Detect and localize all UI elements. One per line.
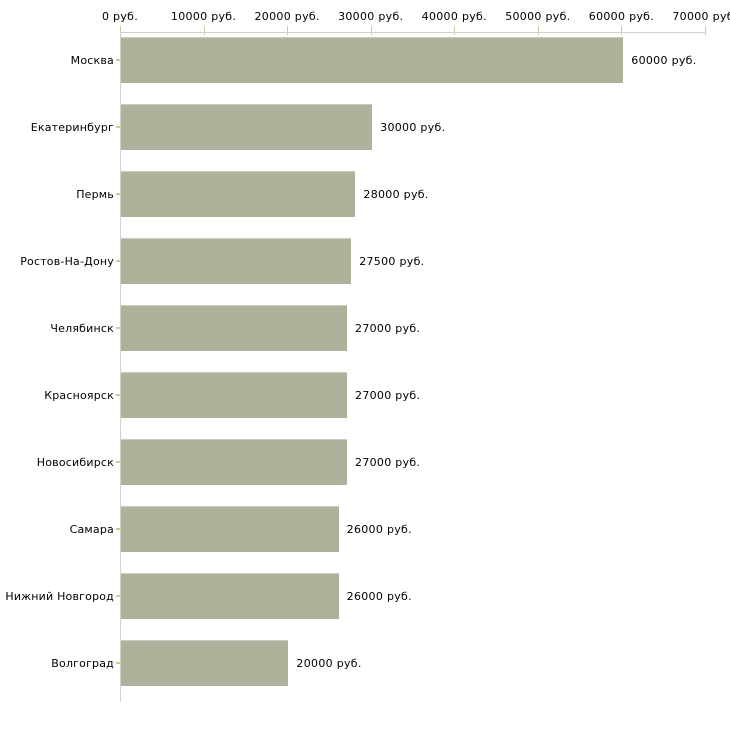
bar: [121, 37, 624, 83]
x-axis-label: 70000 руб.: [672, 10, 730, 23]
y-label-cell: Пермь: [0, 171, 121, 217]
bar: [121, 506, 339, 552]
bar-value-label: 27000 руб.: [355, 388, 421, 402]
y-tick: [116, 662, 121, 664]
y-axis-label: Москва: [70, 53, 114, 67]
x-axis-label: 50000 руб.: [505, 10, 571, 23]
y-axis-label: Новосибирск: [36, 455, 114, 469]
y-axis-label: Самара: [69, 522, 114, 536]
bar: [121, 238, 352, 284]
bar: [121, 372, 348, 418]
x-tick: [287, 26, 289, 35]
y-axis-label: Пермь: [76, 187, 114, 201]
x-tick: [705, 26, 706, 35]
y-label-cell: Новосибирск: [0, 439, 121, 485]
y-axis-label: Челябинск: [50, 321, 114, 335]
bar-track: 30000 руб.: [121, 104, 707, 150]
bar: [121, 439, 348, 485]
bar-row: Красноярск 27000 руб.: [0, 367, 730, 434]
x-axis-label: 0 руб.: [101, 10, 139, 23]
bar-value-label: 28000 руб.: [363, 187, 429, 201]
bar-value-label: 27500 руб.: [359, 254, 425, 268]
bar-row: Новосибирск 27000 руб.: [0, 434, 730, 501]
y-tick: [116, 394, 121, 396]
bar-value-label: 20000 руб.: [296, 656, 362, 670]
x-axis: 0 руб. 10000 руб. 20000 руб. 30000 руб. 4000…: [0, 0, 730, 36]
x-tick: [454, 26, 456, 35]
plot-area: Москва 60000 руб. Екатеринбург 30000 руб…: [0, 32, 730, 702]
y-label-cell: Челябинск: [0, 305, 121, 351]
x-tick: [621, 26, 623, 35]
y-axis-label: Екатеринбург: [30, 120, 114, 134]
bar-track: 27000 руб.: [121, 305, 707, 351]
bar-track: 60000 руб.: [121, 37, 707, 83]
bar-row: Екатеринбург 30000 руб.: [0, 99, 730, 166]
y-axis-label: Нижний Новгород: [5, 589, 114, 603]
x-tick: [370, 26, 372, 35]
axis-line-x: [120, 32, 706, 33]
bar-value-label: 26000 руб.: [346, 589, 412, 603]
bar-value-label: 60000 руб.: [631, 53, 697, 67]
y-label-cell: Екатеринбург: [0, 104, 121, 150]
bar-row: Москва 60000 руб.: [0, 32, 730, 99]
x-tick: [537, 26, 539, 35]
x-axis-label: 30000 руб.: [338, 10, 404, 23]
y-label-cell: Ростов-На-Дону: [0, 238, 121, 284]
y-tick: [116, 595, 121, 597]
x-axis-label: 60000 руб.: [588, 10, 655, 23]
y-tick: [116, 126, 121, 128]
bar-track: 28000 руб.: [121, 171, 707, 217]
y-label-cell: Волгоград: [0, 640, 121, 686]
bar: [121, 573, 339, 619]
y-axis-label: Ростов-На-Дону: [20, 254, 114, 268]
bar-track: 27000 руб.: [121, 439, 707, 485]
y-tick: [116, 260, 121, 262]
bar-value-label: 27000 руб.: [355, 455, 421, 469]
bar-track: 27000 руб.: [121, 372, 707, 418]
y-tick: [116, 528, 121, 530]
bar-track: 26000 руб.: [121, 506, 707, 552]
x-tick: [203, 26, 205, 35]
bar-row: Самара 26000 руб.: [0, 501, 730, 568]
bar-value-label: 26000 руб.: [346, 522, 412, 536]
x-tick: [120, 26, 121, 35]
bar: [121, 171, 356, 217]
bar-track: 26000 руб.: [121, 573, 707, 619]
y-tick: [116, 59, 121, 61]
bar-row: Волгоград 20000 руб.: [0, 635, 730, 702]
y-label-cell: Самара: [0, 506, 121, 552]
y-axis-label: Волгоград: [51, 656, 114, 670]
x-axis-label: 40000 руб.: [421, 10, 487, 23]
axis-line-y: [120, 32, 121, 702]
bar-row: Нижний Новгород 26000 руб.: [0, 568, 730, 635]
bar-track: 20000 руб.: [121, 640, 707, 686]
y-tick: [116, 193, 121, 195]
bar-value-label: 30000 руб.: [380, 120, 446, 134]
bar-row: Ростов-На-Дону 27500 руб.: [0, 233, 730, 300]
y-label-cell: Москва: [0, 37, 121, 83]
x-axis-label: 20000 руб.: [254, 10, 320, 23]
y-label-cell: Красноярск: [0, 372, 121, 418]
bar: [121, 104, 373, 150]
x-axis-label: 10000 руб.: [170, 10, 237, 23]
y-tick: [116, 461, 121, 463]
y-tick: [116, 327, 121, 329]
bar-row: Челябинск 27000 руб.: [0, 300, 730, 367]
y-axis-label: Красноярск: [44, 388, 114, 402]
bar-value-label: 27000 руб.: [355, 321, 421, 335]
bar-row: Пермь 28000 руб.: [0, 166, 730, 233]
bar: [121, 305, 348, 351]
bar-track: 27500 руб.: [121, 238, 707, 284]
bar: [121, 640, 289, 686]
y-label-cell: Нижний Новгород: [0, 573, 121, 619]
